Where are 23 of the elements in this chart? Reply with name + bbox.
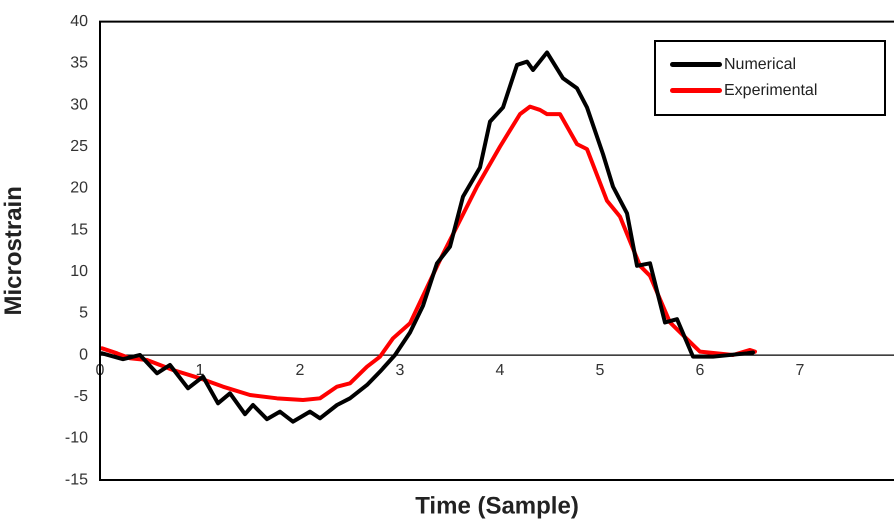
x-tick-label: 1 <box>196 362 205 379</box>
y-tick-label: 30 <box>70 96 88 114</box>
legend-label: Numerical <box>724 56 796 74</box>
y-tick-label: -5 <box>74 388 88 406</box>
y-tick-label: 25 <box>70 138 88 156</box>
y-tick-label: 10 <box>70 263 88 280</box>
x-tick-label: 3 <box>396 362 405 379</box>
x-tick-label: 6 <box>696 362 705 379</box>
y-tick-label: -10 <box>64 430 88 447</box>
y-axis-title: Microstrain <box>0 186 28 316</box>
y-tick-label: 35 <box>70 54 88 72</box>
x-tick-label: 5 <box>596 362 605 379</box>
y-tick-label: 20 <box>70 180 88 197</box>
x-tick-label: 2 <box>296 362 305 379</box>
x-tick-label: 7 <box>796 362 805 379</box>
legend-label: Experimental <box>724 82 818 100</box>
y-tick-label: 0 <box>79 346 88 364</box>
x-axis-title: Time (Sample) <box>415 492 579 520</box>
x-tick-label: 4 <box>496 362 505 379</box>
y-tick-label: 15 <box>70 221 88 238</box>
y-tick-label: 5 <box>79 304 88 322</box>
y-tick-label: -15 <box>64 471 88 488</box>
y-tick-label: 40 <box>70 13 88 30</box>
